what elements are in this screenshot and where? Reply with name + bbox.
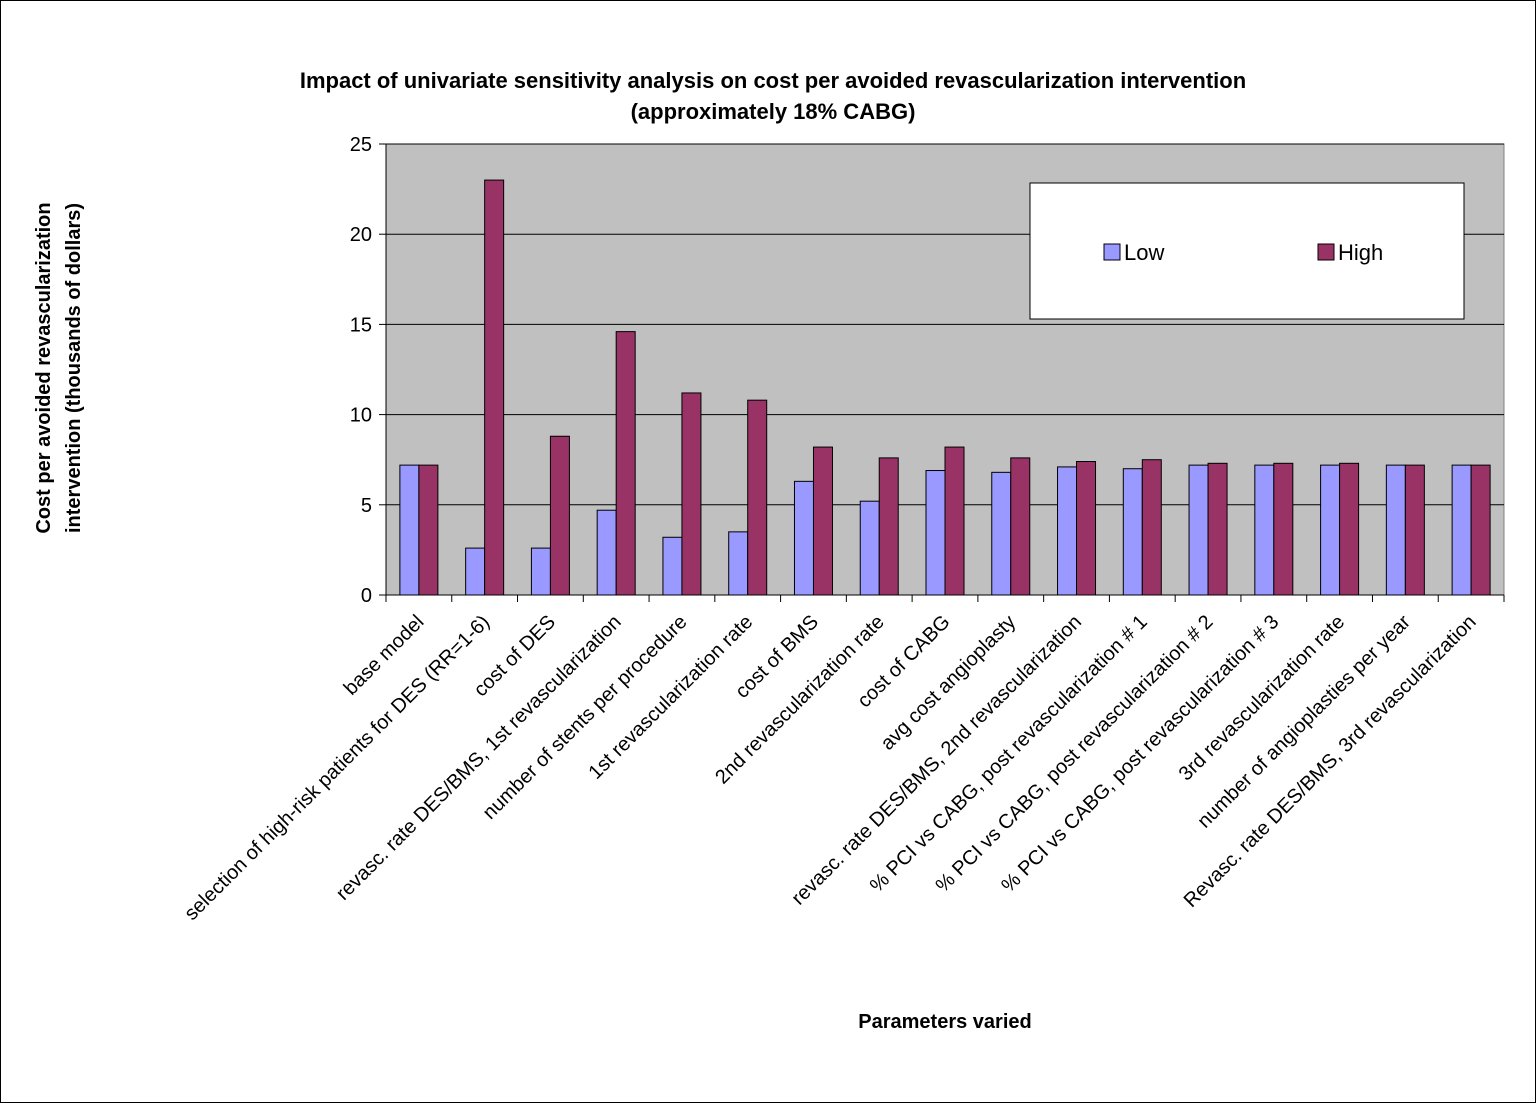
bar-high bbox=[1010, 457, 1031, 596]
bar-high bbox=[812, 446, 833, 596]
bar-high bbox=[1470, 464, 1491, 596]
bar-high bbox=[944, 446, 965, 596]
chart-subtitle: (approximately 18% CABG) bbox=[631, 99, 916, 124]
bar-high bbox=[549, 435, 570, 596]
bar-high bbox=[878, 457, 899, 596]
y-tick-label: 25 bbox=[350, 134, 372, 156]
bar-high bbox=[1273, 462, 1294, 596]
legend-swatch-low bbox=[1103, 243, 1121, 261]
bar-high bbox=[1339, 462, 1360, 596]
bar-high bbox=[747, 399, 768, 596]
y-tick-label: 5 bbox=[361, 495, 372, 517]
chart-title: Impact of univariate sensitivity analysi… bbox=[300, 68, 1246, 93]
y-tick-labels: 0 5 10 15 20 25 bbox=[350, 134, 372, 607]
bar-low bbox=[1254, 464, 1275, 596]
y-axis-title-line-2: intervention (thousands of dollars) bbox=[63, 203, 85, 533]
bar-low bbox=[859, 500, 880, 596]
bars bbox=[399, 179, 1491, 596]
bar-high bbox=[615, 331, 636, 596]
bar-low bbox=[662, 536, 683, 596]
bar-low bbox=[1188, 464, 1209, 596]
bar-low bbox=[399, 464, 420, 596]
bar-high bbox=[1404, 464, 1425, 596]
legend-label-low: Low bbox=[1124, 240, 1164, 265]
legend: Low High bbox=[1029, 182, 1465, 320]
y-tick-label: 10 bbox=[350, 405, 372, 427]
bar-low bbox=[1122, 468, 1143, 596]
bar-high bbox=[1076, 461, 1097, 596]
bar-low bbox=[925, 470, 946, 596]
x-axis-title: Parameters varied bbox=[858, 1011, 1031, 1033]
bar-high bbox=[1207, 462, 1228, 596]
y-tick-label: 15 bbox=[350, 314, 372, 336]
bar-high bbox=[681, 392, 702, 596]
bar-low bbox=[465, 547, 486, 596]
bar-low bbox=[1057, 466, 1078, 596]
bar-high bbox=[418, 464, 439, 596]
bar-low bbox=[728, 531, 749, 596]
y-axis-title-line-1: Cost per avoided revascularization bbox=[33, 202, 55, 533]
bar-low bbox=[1451, 464, 1472, 596]
bar-low bbox=[530, 547, 551, 596]
bar-low bbox=[596, 509, 617, 596]
legend-box bbox=[1029, 182, 1465, 320]
legend-label-high: High bbox=[1338, 240, 1383, 265]
bar-low bbox=[793, 480, 814, 596]
x-tick-label: selection of high-risk patients for DES … bbox=[180, 611, 494, 925]
bar-high bbox=[484, 179, 505, 596]
bar-low bbox=[1385, 464, 1406, 596]
legend-swatch-high bbox=[1317, 243, 1335, 261]
axes bbox=[379, 143, 1505, 602]
y-tick-label: 0 bbox=[361, 585, 372, 607]
bar-low bbox=[991, 471, 1012, 596]
bar-high bbox=[1141, 459, 1162, 596]
y-tick-label: 20 bbox=[350, 224, 372, 246]
bar-low bbox=[1320, 464, 1341, 596]
